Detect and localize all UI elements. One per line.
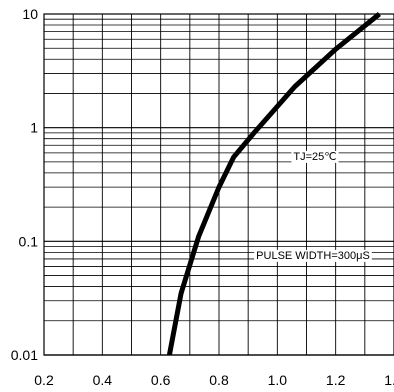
y-tick-label: 0.1: [19, 233, 39, 249]
y-tick-label: 10: [22, 6, 38, 22]
x-tick-label: 1.4: [384, 372, 394, 388]
curve-layer: [166, 12, 381, 356]
x-tick-label: 0.4: [93, 372, 113, 388]
x-tick-label: 0.2: [34, 372, 54, 388]
x-tick-labels: 0.2 0.4 0.6 0.8 1.0 1.2 1.4: [34, 372, 394, 388]
y-tick-labels: 0.01 0.1 1 10: [11, 6, 38, 363]
y-tick-label: 0.01: [11, 347, 38, 363]
annotation-tj: TJ=25℃: [293, 151, 336, 163]
x-tick-label: 1.2: [326, 372, 346, 388]
x-tick-label: 0.8: [209, 372, 229, 388]
annotation-box-pulse-width: [254, 249, 372, 262]
plot-frame: [43, 13, 394, 356]
y-tick-label: 1: [30, 120, 38, 136]
x-tick-label: 0.6: [151, 372, 171, 388]
x-tick-label: 1.0: [268, 372, 288, 388]
annotation-box-tj: [291, 150, 339, 163]
annotation-pulse-width: PULSE WIDTH=300μS: [256, 250, 370, 262]
series-line: [166, 12, 381, 356]
